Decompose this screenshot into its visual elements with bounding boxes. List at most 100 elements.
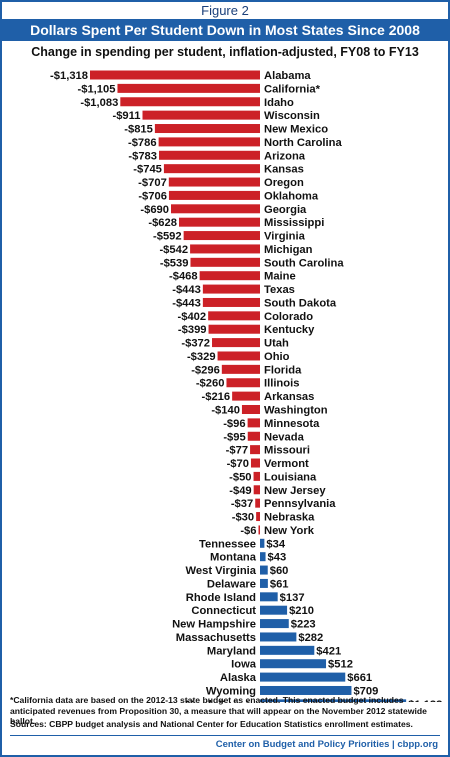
value-label-43: $421 — [316, 645, 341, 657]
value-label-44: $512 — [328, 659, 353, 671]
category-label-28: Missouri — [264, 445, 310, 457]
category-label-45: Alaska — [220, 672, 257, 684]
bar-42 — [260, 632, 297, 642]
value-label-47: $1,133 — [408, 699, 442, 702]
bar-25 — [241, 405, 260, 414]
sources-note: Sources: CBPP budget analysis and Nation… — [10, 719, 413, 729]
category-label-46: Wyoming — [206, 685, 256, 697]
category-label-47: North Dakota — [186, 699, 257, 702]
bar-14 — [190, 257, 260, 267]
value-label-19: -$399 — [178, 324, 207, 336]
bar-22 — [221, 364, 260, 374]
value-label-22: -$296 — [191, 364, 220, 376]
category-label-27: Nevada — [264, 431, 305, 443]
category-label-13: Michigan — [264, 244, 313, 256]
value-label-0: -$1,318 — [50, 70, 88, 82]
category-label-21: Ohio — [264, 351, 290, 363]
value-label-9: -$706 — [138, 190, 167, 202]
category-label-25: Washington — [264, 405, 328, 417]
bar-46 — [260, 685, 352, 695]
bar-41 — [260, 619, 289, 629]
bar-15 — [199, 271, 260, 281]
category-label-2: Idaho — [264, 97, 294, 109]
value-label-21: -$329 — [187, 351, 216, 363]
bar-5 — [158, 137, 260, 147]
value-label-26: -$96 — [223, 418, 245, 430]
category-label-42: Massachusetts — [176, 632, 256, 644]
bar-4 — [154, 124, 260, 134]
value-label-29: -$70 — [227, 458, 249, 470]
bar-36 — [260, 552, 266, 562]
bar-27 — [247, 431, 260, 441]
category-label-36: Montana — [210, 552, 257, 564]
category-label-34: New York — [264, 525, 315, 537]
bar-13 — [190, 244, 260, 254]
value-label-15: -$468 — [169, 271, 198, 283]
credit-org: Center on Budget and Policy Priorities — [215, 739, 390, 750]
bar-44 — [260, 659, 327, 669]
value-label-35: $34 — [266, 538, 285, 550]
value-label-32: -$37 — [231, 498, 253, 510]
value-label-20: -$372 — [181, 338, 210, 350]
bar-18 — [208, 311, 260, 321]
category-label-10: Georgia — [264, 204, 307, 216]
bar-32 — [255, 498, 260, 508]
category-label-8: Oregon — [264, 177, 304, 189]
bar-47 — [260, 699, 407, 702]
figure-label: Figure 2 — [2, 2, 448, 19]
bar-1 — [117, 83, 260, 93]
value-label-18: -$402 — [178, 311, 207, 323]
value-label-14: -$539 — [160, 257, 189, 269]
category-label-0: Alabama — [264, 70, 311, 82]
category-label-39: Rhode Island — [186, 592, 256, 604]
category-label-3: Wisconsin — [264, 110, 320, 122]
value-label-16: -$443 — [172, 284, 201, 296]
value-label-23: -$260 — [196, 378, 225, 390]
bar-26 — [247, 418, 260, 428]
bar-45 — [260, 672, 346, 682]
value-label-38: $61 — [270, 578, 289, 590]
bar-9 — [168, 190, 260, 200]
value-label-6: -$783 — [128, 150, 157, 162]
category-label-26: Minnesota — [264, 418, 320, 430]
value-label-40: $210 — [289, 605, 314, 617]
category-label-7: Kansas — [264, 164, 304, 176]
value-label-41: $223 — [291, 619, 316, 631]
category-label-17: South Dakota — [264, 297, 337, 309]
category-label-15: Maine — [264, 271, 296, 283]
category-label-43: Maryland — [207, 645, 256, 657]
bar-24 — [232, 391, 260, 401]
category-label-19: Kentucky — [264, 324, 315, 336]
value-label-17: -$443 — [172, 297, 201, 309]
bar-0 — [90, 70, 260, 80]
bar-31 — [253, 485, 260, 495]
bar-12 — [183, 231, 260, 241]
credit-site[interactable]: cbpp.org — [397, 739, 438, 750]
value-label-33: -$30 — [232, 512, 254, 524]
value-label-28: -$77 — [226, 445, 248, 457]
bar-7 — [163, 164, 260, 174]
value-label-27: -$95 — [223, 431, 245, 443]
bar-40 — [260, 605, 288, 615]
bar-10 — [171, 204, 260, 214]
category-label-41: New Hampshire — [172, 619, 256, 631]
bar-20 — [212, 338, 260, 348]
bar-chart: Alabama -$1,318 California* -$1,105 Idaho -$1… — [50, 70, 442, 702]
category-label-23: Illinois — [264, 378, 299, 390]
value-label-39: $137 — [280, 592, 305, 604]
bar-35 — [260, 538, 265, 548]
value-label-31: -$49 — [229, 485, 251, 497]
bar-8 — [168, 177, 260, 187]
value-label-8: -$707 — [138, 177, 167, 189]
bar-3 — [142, 110, 260, 120]
value-label-34: -$6 — [240, 525, 256, 537]
credit-separator: | — [392, 739, 395, 750]
value-label-5: -$786 — [128, 137, 157, 149]
category-label-38: Delaware — [207, 578, 256, 590]
footer-divider — [10, 735, 440, 736]
category-label-30: Louisiana — [264, 471, 317, 483]
category-label-14: South Carolina — [264, 257, 344, 269]
category-label-18: Colorado — [264, 311, 313, 323]
bar-28 — [250, 445, 260, 455]
credit-line: Center on Budget and Policy Priorities |… — [216, 739, 438, 750]
